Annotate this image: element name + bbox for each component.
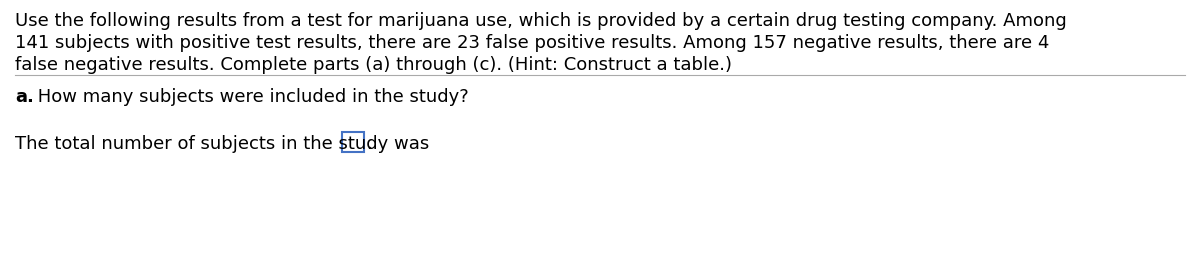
Text: Use the following results from a test for marijuana use, which is provided by a : Use the following results from a test fo… bbox=[14, 12, 1067, 30]
Text: a.: a. bbox=[14, 88, 34, 106]
Text: .: . bbox=[366, 135, 372, 153]
Text: false negative results. Complete parts (a) through (c). (Hint: Construct a table: false negative results. Complete parts (… bbox=[14, 56, 732, 74]
Text: How many subjects were included in the study?: How many subjects were included in the s… bbox=[32, 88, 469, 106]
FancyBboxPatch shape bbox=[342, 132, 364, 152]
Text: 141 subjects with positive test results, there are 23 false positive results. Am: 141 subjects with positive test results,… bbox=[14, 34, 1049, 52]
Text: The total number of subjects in the study was: The total number of subjects in the stud… bbox=[14, 135, 430, 153]
